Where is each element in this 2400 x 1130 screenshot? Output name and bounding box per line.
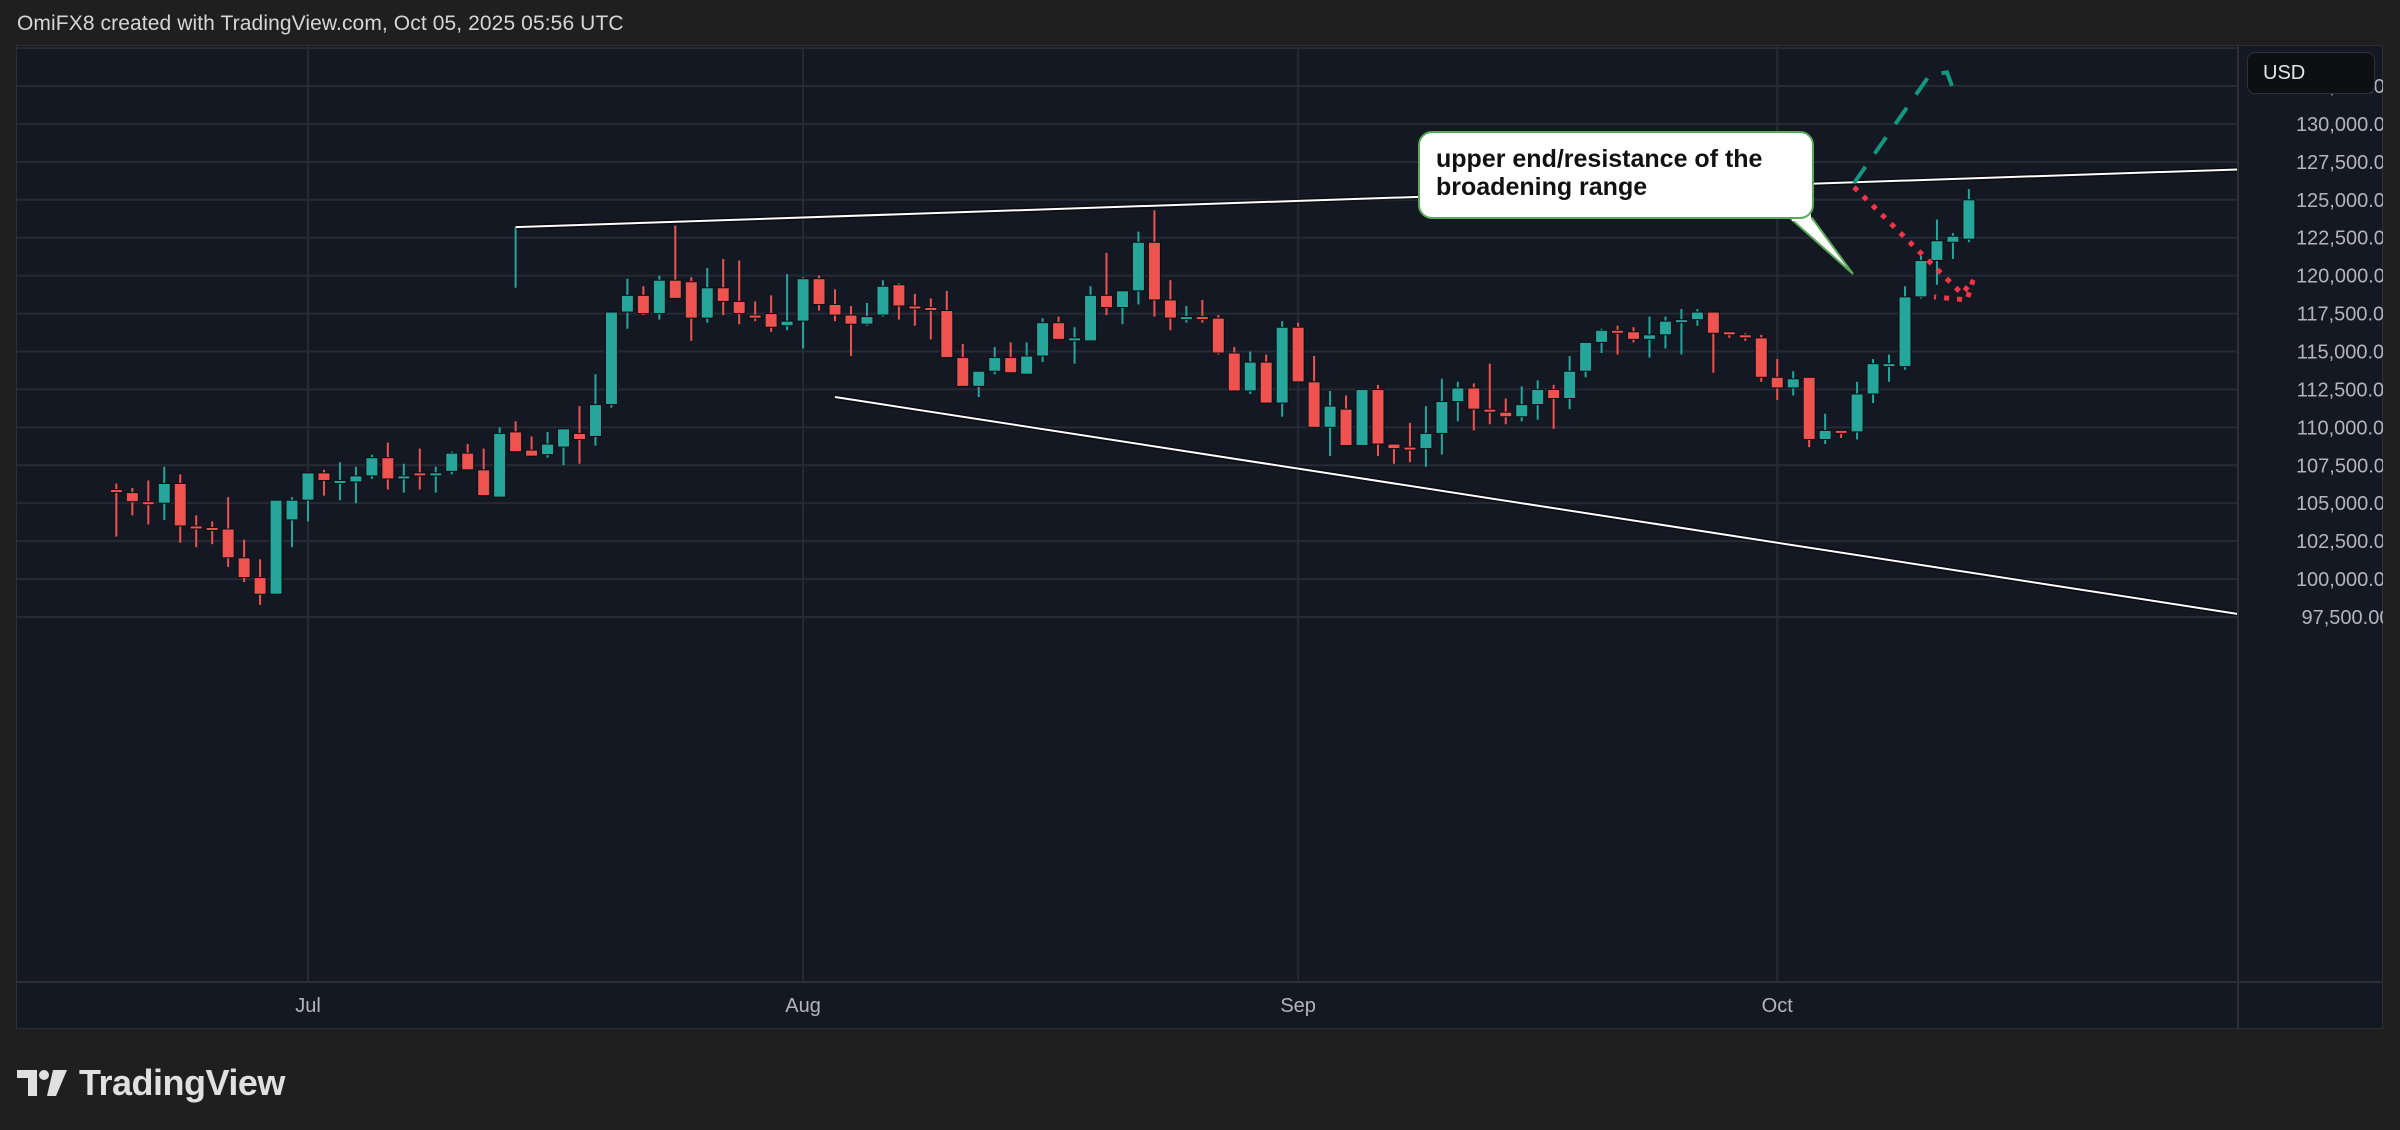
axes: 132,500.00130,000.00127,500.00125,000.00… bbox=[17, 46, 2383, 1029]
price-tick-label: 122,500.00 bbox=[2296, 228, 2383, 250]
price-tick-label: 125,000.00 bbox=[2296, 190, 2383, 212]
candlestick-chart[interactable]: 132,500.00130,000.00127,500.00125,000.00… bbox=[17, 46, 2383, 1029]
drawings bbox=[514, 70, 2239, 617]
price-tick-label: 115,000.00 bbox=[2297, 342, 2383, 364]
price-tick-label: 97,500.00 bbox=[2302, 607, 2383, 629]
chart-grid bbox=[17, 46, 2238, 982]
currency-label[interactable]: USD bbox=[2247, 52, 2375, 94]
time-tick-label: Oct bbox=[1762, 995, 1794, 1017]
price-tick-label: 112,500.00 bbox=[2297, 379, 2383, 401]
price-tick-label: 130,000.00 bbox=[2296, 114, 2383, 136]
tradingview-logo-icon bbox=[17, 1070, 67, 1096]
annotation-callout: upper end/resistance of the broadening r… bbox=[1418, 131, 1814, 219]
price-tick-label: 105,000.00 bbox=[2296, 493, 2383, 515]
price-tick-label: 100,000.00 bbox=[2296, 569, 2383, 591]
time-tick-label: Sep bbox=[1280, 995, 1316, 1017]
tradingview-logo-text: TradingView bbox=[79, 1062, 285, 1103]
time-tick-label: Jul bbox=[295, 995, 321, 1017]
time-tick-label: Aug bbox=[785, 995, 821, 1017]
price-tick-label: 117,500.00 bbox=[2297, 304, 2383, 326]
price-tick-label: 102,500.00 bbox=[2296, 531, 2383, 553]
chart-attribution: OmiFX8 created with TradingView.com, Oct… bbox=[17, 12, 624, 35]
price-tick-label: 127,500.00 bbox=[2296, 152, 2383, 174]
price-tick-label: 110,000.00 bbox=[2297, 417, 2383, 439]
candles bbox=[109, 189, 1976, 605]
price-tick-label: 120,000.00 bbox=[2296, 266, 2383, 288]
price-tick-label: 107,500.00 bbox=[2296, 455, 2383, 477]
tradingview-logo: TradingView bbox=[17, 1062, 285, 1104]
chart-frame bbox=[16, 45, 2383, 1029]
